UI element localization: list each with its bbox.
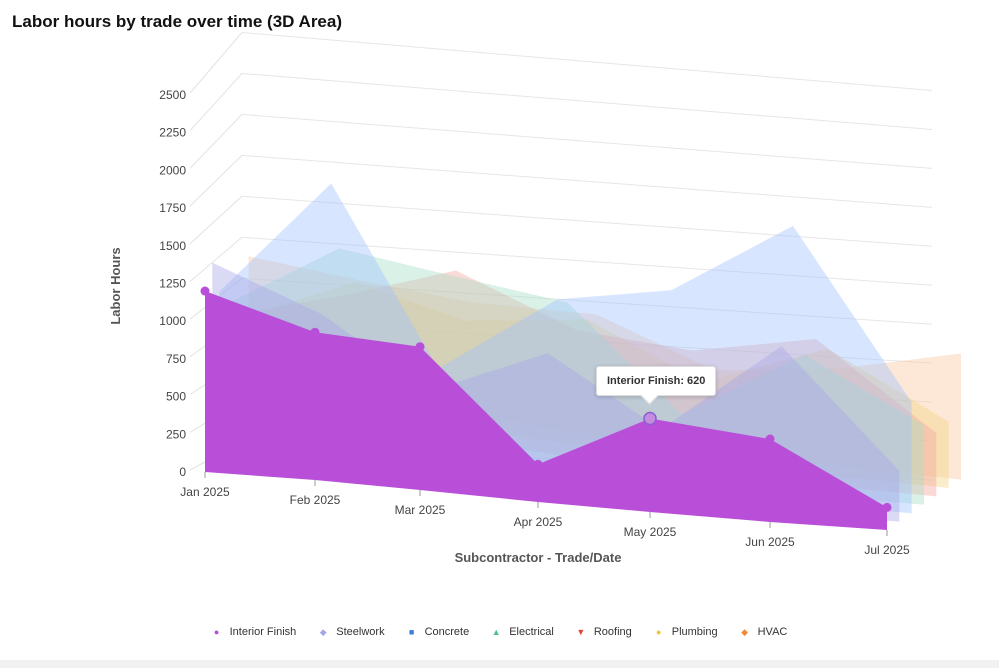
x-axis-title: Subcontractor - Trade/Date [455,550,622,565]
y-tick-label: 2000 [159,163,186,177]
x-tick-label: Jan 2025 [180,485,230,499]
tooltip-text: Interior Finish: 620 [607,375,706,387]
data-point-interior-finish[interactable] [882,502,892,512]
chart-legend: ● Interior Finish ◆ Steelwork ■ Concrete ▲ Elec… [0,626,999,638]
triangle-down-marker-icon: ▼ [576,627,586,637]
x-tick-label: Feb 2025 [290,493,341,507]
data-point-interior-finish[interactable] [533,459,543,469]
area-series-interior-finish[interactable] [205,291,887,530]
bottom-scroll-bar [0,660,999,668]
legend-item-plumbing[interactable]: ● Plumbing [654,626,718,638]
y-tick-label: 1750 [159,201,186,215]
legend-item-interior-finish[interactable]: ● Interior Finish [212,626,297,638]
legend-label: Steelwork [336,626,385,638]
legend-item-steelwork[interactable]: ◆ Steelwork [318,626,385,638]
x-tick-label: May 2025 [624,525,677,539]
gridline [241,318,933,364]
gridline-side [189,195,243,245]
legend-item-roofing[interactable]: ▼ Roofing [576,626,632,638]
legend-label: Electrical [509,626,554,638]
legend-label: Interior Finish [229,626,297,638]
data-point-interior-finish[interactable] [765,434,775,444]
chart-areas [200,183,962,530]
y-tick-label: 1250 [159,277,186,291]
y-tick-label: 0 [179,465,186,479]
gridline-side [189,154,243,207]
gridline-side [189,32,243,94]
y-tick-label: 1000 [159,314,186,328]
data-point-interior-finish[interactable] [415,342,425,352]
legend-label: HVAC [757,626,788,638]
y-tick-label: 2250 [159,126,186,140]
circle-marker-icon: ● [213,627,220,637]
triangle-marker-icon: ▲ [491,627,501,637]
legend-item-hvac[interactable]: ◆ HVAC [740,626,788,638]
y-axis-title: Labor Hours [108,247,123,324]
chart-tooltip: Interior Finish: 620 [596,366,717,405]
gridline [241,195,933,247]
y-tick-label: 250 [166,427,186,441]
gridline [241,277,933,325]
gridline [241,236,933,286]
x-tick-label: Apr 2025 [514,515,563,529]
chart-grid [189,32,933,481]
legend-item-concrete[interactable]: ■ Concrete [407,626,470,638]
circle-marker-icon: ● [656,627,662,637]
legend-label: Concrete [424,626,470,638]
gridline [241,32,933,91]
chart-title: Labor hours by trade over time (3D Area) [12,12,343,31]
legend-label: Roofing [593,626,632,638]
x-tick-label: Jun 2025 [745,535,795,549]
data-point-interior-finish[interactable] [310,327,320,337]
square-marker-icon: ■ [408,627,415,637]
diamond-marker-icon: ◆ [741,627,749,637]
y-tick-label: 1500 [159,239,186,253]
legend-item-electrical[interactable]: ▲ Electrical [491,626,554,638]
gridline-side [189,236,243,282]
data-point-interior-finish[interactable] [200,286,210,296]
x-tick-label: Jul 2025 [864,543,910,557]
legend-label: Plumbing [671,626,718,638]
chart-ticks: 0 250 500 750 1000 1250 1500 1750 2000 2250 2500 Ja… [159,88,910,557]
y-tick-label: 500 [166,390,186,404]
gridline [241,154,933,208]
data-point-interior-finish[interactable] [643,411,657,426]
gridline [241,72,933,130]
gridline-side [189,114,243,169]
diamond-marker-icon: ◆ [319,627,327,637]
y-tick-label: 2500 [159,88,186,102]
gridline-side [189,73,243,132]
gridline [241,113,933,169]
y-tick-label: 750 [166,352,186,366]
x-tick-label: Mar 2025 [395,503,446,517]
